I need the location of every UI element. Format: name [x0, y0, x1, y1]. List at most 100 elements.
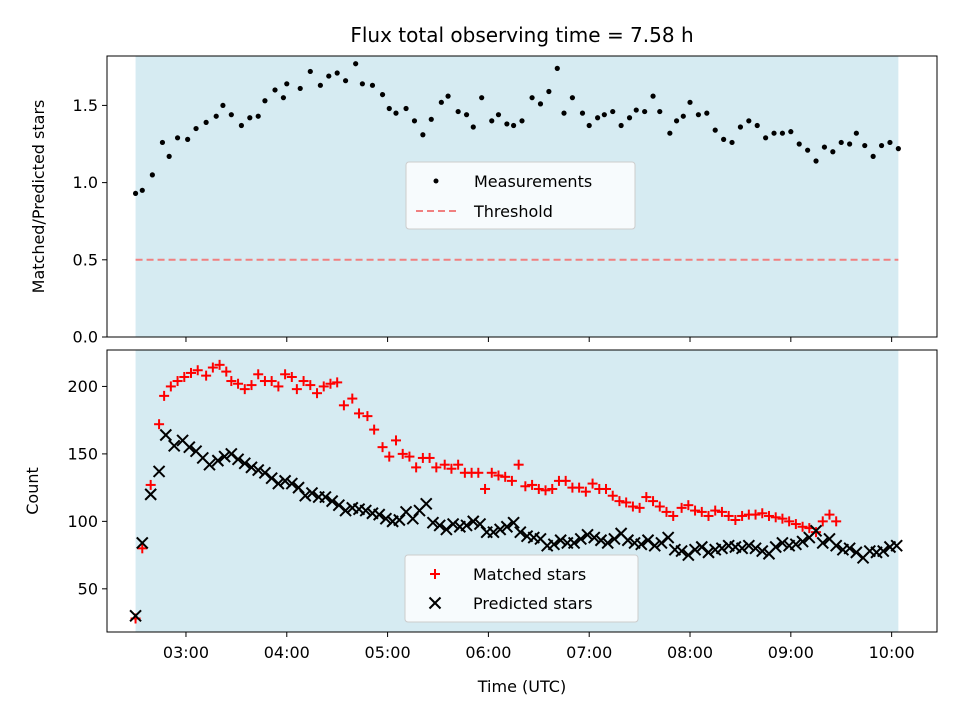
- x-marker-b: [258, 466, 272, 479]
- predicted-star-point: [735, 542, 749, 555]
- x-marker-b: [379, 512, 393, 525]
- measurement-point: [788, 129, 794, 135]
- predicted-star-point: [621, 534, 635, 547]
- x-marker-b: [366, 507, 379, 520]
- matched-star-point: [676, 502, 687, 513]
- predicted-star-point: [460, 519, 473, 532]
- matched-star-point: [560, 475, 571, 486]
- x-marker-b: [601, 536, 614, 550]
- measurement-point: [642, 108, 648, 115]
- measurement-point: [403, 105, 409, 112]
- matched-star-point: [797, 521, 808, 532]
- x-tick-label: 08:00: [667, 643, 713, 662]
- predicted-star-point: [218, 450, 231, 463]
- predicted-star-point: [144, 488, 157, 501]
- matched-star-point: [186, 367, 197, 378]
- matched-star-point: [621, 497, 632, 508]
- predicted-star-point: [245, 461, 258, 474]
- x-marker-b: [850, 546, 863, 559]
- measurement-point: [284, 81, 290, 87]
- matched-star-point: [737, 510, 748, 521]
- predicted-star-point: [547, 538, 561, 551]
- matched-star-point: [683, 500, 694, 511]
- predicted-star-point: [581, 528, 594, 542]
- measurement-point: [870, 153, 876, 159]
- x-marker-b: [756, 544, 769, 558]
- ratio-y-axis-label: Matched/Predicted stars: [29, 100, 48, 294]
- predicted-star-point: [278, 474, 292, 488]
- predicted-star-point: [574, 532, 588, 546]
- matched-star-point: [280, 369, 291, 380]
- measurement-point: [830, 149, 836, 155]
- matched-stars-points: [130, 359, 842, 624]
- x-marker-b: [749, 542, 762, 555]
- matched-star-point: [641, 492, 652, 503]
- count-y-axis-label: Count: [23, 467, 42, 515]
- matched-star-point: [137, 543, 148, 554]
- count-y-axis-ticks: 50 100 150 200: [67, 377, 107, 598]
- matched-star-point: [318, 381, 329, 392]
- measurement-point: [595, 115, 601, 121]
- measurement-point: [238, 122, 245, 129]
- y-tick-label: 0.5: [73, 250, 98, 269]
- x-marker-b: [252, 463, 265, 477]
- measurement-point: [479, 95, 485, 101]
- measurement-point: [455, 108, 461, 115]
- x-marker-b: [265, 471, 278, 485]
- predicted-star-point: [756, 544, 769, 558]
- matched-star-point: [338, 400, 349, 411]
- x-marker-b: [460, 519, 473, 532]
- matched-star-point: [654, 501, 665, 512]
- matched-star-point: [424, 452, 435, 463]
- measurement-point: [255, 113, 261, 119]
- x-marker-b: [715, 542, 729, 555]
- matched-star-point: [500, 471, 511, 482]
- x-marker-b: [735, 542, 749, 555]
- predicted-star-point: [749, 542, 762, 555]
- matched-star-point: [266, 376, 277, 387]
- x-tick-label: 03:00: [163, 643, 209, 662]
- count-legend-box: [404, 554, 639, 623]
- matched-star-point: [763, 510, 774, 521]
- matched-star-point: [540, 485, 551, 496]
- x-marker-b: [890, 539, 903, 552]
- measurement-point: [838, 139, 844, 146]
- x-marker-b: [695, 540, 708, 554]
- matched-star-point: [506, 475, 517, 486]
- x-marker-b: [319, 490, 332, 504]
- ratio-legend: Measurements Threshold: [405, 161, 636, 230]
- measurement-point: [529, 95, 535, 101]
- y-tick-label: 200: [67, 377, 98, 396]
- matched-star-point: [614, 496, 625, 507]
- y-tick-label: 50: [78, 579, 98, 598]
- y-tick-label: 100: [67, 512, 98, 531]
- predicted-star-point: [467, 515, 480, 528]
- predicted-star-point: [588, 531, 601, 544]
- measurement-point: [185, 136, 191, 142]
- matched-star-point: [824, 509, 835, 520]
- x-marker-b: [372, 508, 386, 521]
- predicted-star-point: [167, 439, 181, 453]
- measurement-point: [393, 110, 399, 116]
- x-marker-b: [769, 540, 782, 554]
- matched-star-point: [520, 481, 531, 492]
- x-marker-b: [621, 534, 635, 547]
- x-marker-b: [446, 517, 460, 531]
- x-marker-b: [231, 453, 245, 466]
- measurement-point: [334, 70, 340, 76]
- x-marker-b: [843, 542, 856, 555]
- matched-star-point: [201, 370, 212, 381]
- predicted-stars-points: [129, 428, 903, 623]
- predicted-star-point: [305, 486, 319, 500]
- measurement-point: [754, 122, 760, 129]
- x-tick-label: 06:00: [465, 643, 511, 662]
- measurement-point: [307, 68, 313, 75]
- predicted-star-point: [372, 508, 386, 521]
- x-marker-b: [152, 465, 166, 478]
- x-marker-b: [829, 539, 843, 552]
- x-marker-b: [159, 428, 173, 442]
- measurement-points: [132, 61, 901, 197]
- ratio-y-axis-ticks: 0.0 0.5 1.0 1.5: [73, 96, 107, 347]
- x-marker-b: [863, 544, 877, 558]
